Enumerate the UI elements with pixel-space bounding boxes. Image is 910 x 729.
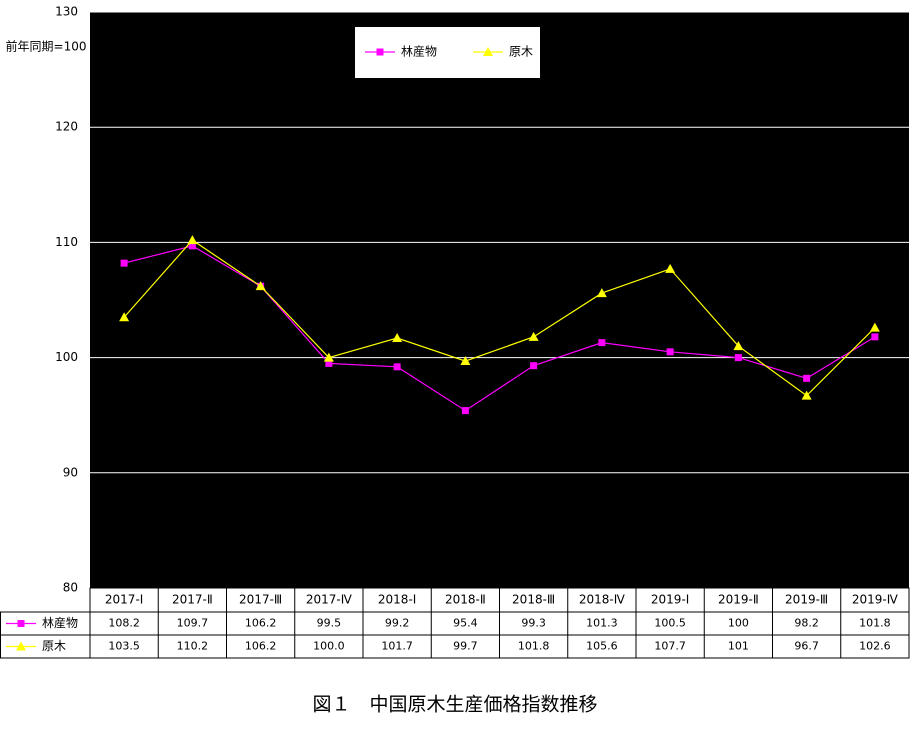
x-tick-label: 2018-Ⅰ: [378, 593, 416, 607]
point: [598, 339, 606, 347]
y-tick-label: 120: [55, 120, 78, 134]
table-cell: 99.2: [385, 617, 410, 630]
y-tick-label: 130: [55, 5, 78, 19]
point: [460, 356, 471, 366]
y-tick-label: 90: [63, 465, 78, 479]
table-series-name: 原木: [42, 639, 66, 653]
table-series-name: 林産物: [42, 615, 78, 630]
table-cell: 103.5: [108, 640, 140, 653]
table-cell: 110.2: [177, 640, 209, 653]
point: [119, 312, 130, 322]
table-cell: 99.7: [453, 640, 478, 653]
table-cell: 100.0: [313, 640, 345, 653]
point: [255, 281, 266, 291]
table-cell: 99.5: [317, 617, 342, 630]
point: [323, 352, 334, 362]
legend-label: 原木: [509, 45, 533, 59]
point: [392, 333, 403, 343]
point: [871, 333, 879, 341]
table-cell: 99.3: [521, 617, 546, 630]
x-tick-label: 2019-Ⅱ: [718, 593, 759, 607]
table-cell: 95.4: [453, 617, 478, 630]
x-tick-label: 2018-Ⅳ: [579, 593, 625, 607]
y-tick-label: 110: [55, 235, 78, 249]
table-legend-marker: [16, 641, 26, 651]
point: [188, 242, 196, 250]
x-tick-label: 2017-Ⅲ: [239, 593, 282, 607]
plot-area: [90, 12, 909, 588]
point: [528, 331, 539, 341]
legend-label: 林産物: [401, 44, 437, 59]
table-cell: 100: [728, 617, 749, 630]
table-cell: 98.2: [794, 617, 819, 630]
x-tick-label: 2017-Ⅳ: [306, 593, 352, 607]
point: [325, 359, 333, 367]
table-cell: 108.2: [108, 617, 140, 630]
point: [187, 235, 198, 245]
point: [734, 354, 742, 362]
table-cell: 101.3: [586, 617, 618, 630]
point: [803, 374, 811, 382]
point: [666, 348, 674, 356]
point: [733, 341, 744, 351]
y-tick-label: 80: [63, 581, 78, 595]
table-cell: 106.2: [245, 617, 277, 630]
point: [665, 263, 676, 273]
point: [461, 407, 469, 415]
x-tick-label: 2019-Ⅲ: [785, 593, 828, 607]
x-tick-label: 2018-Ⅱ: [445, 593, 486, 607]
table-cell: 107.7: [654, 640, 686, 653]
chart-title: 図１ 中国原木生産価格指数推移: [312, 694, 597, 716]
table-cell: 101.8: [518, 640, 550, 653]
x-tick-label: 2019-Ⅰ: [651, 593, 689, 607]
x-tick-label: 2019-Ⅳ: [852, 593, 898, 607]
series-line: [123, 239, 876, 397]
table-cell: 105.6: [586, 640, 618, 653]
point: [120, 259, 128, 267]
table-cell: 109.7: [177, 617, 209, 630]
table-cell: 101.7: [381, 640, 413, 653]
table-legend-marker: [17, 620, 25, 627]
point: [596, 288, 607, 298]
point: [530, 362, 538, 370]
x-tick-label: 2017-Ⅱ: [172, 593, 213, 607]
x-tick-label: 2017-Ⅰ: [105, 593, 143, 607]
table-cell: 100.5: [654, 617, 686, 630]
point: [869, 322, 880, 332]
y-tick-label: 100: [55, 350, 78, 364]
table-cell: 101.8: [859, 617, 891, 630]
point: [801, 390, 812, 400]
point: [393, 363, 401, 371]
legend-marker: [483, 47, 493, 56]
table-cell: 96.7: [794, 640, 819, 653]
x-tick-label: 2018-Ⅲ: [512, 593, 555, 607]
table-cell: 102.6: [859, 640, 891, 653]
table-cell: 106.2: [245, 640, 277, 653]
legend-marker: [376, 48, 384, 56]
series-line: [123, 245, 876, 412]
table-cell: 101: [728, 640, 749, 653]
y-axis-label: 前年同期=100: [6, 39, 87, 54]
